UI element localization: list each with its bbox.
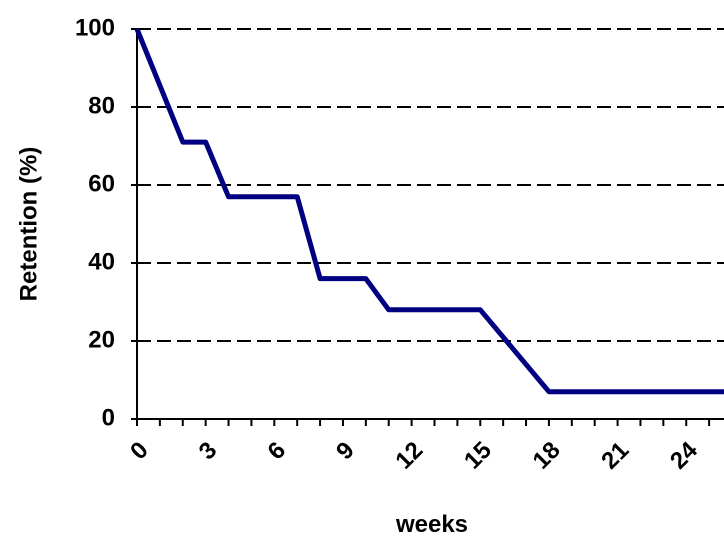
x-tick-label: 6 [262,437,291,466]
x-axis-label: weeks [395,511,468,538]
x-tick-label: 0 [125,437,154,466]
x-tick-label: 24 [665,436,703,474]
y-tick-label: 40 [88,248,115,275]
y-tick-label: 80 [88,92,115,119]
data-line [134,28,724,395]
y-axis-label: Retention (%) [15,147,42,302]
y-tick-label: 0 [102,404,115,431]
x-tick-label: 3 [194,437,223,466]
y-tick-label: 60 [88,170,115,197]
x-tick-label: 15 [459,437,497,475]
x-tick-label: 12 [390,437,428,475]
x-tick-label: 21 [596,437,634,475]
y-tick-label: 20 [88,326,115,353]
y-tick-label: 100 [75,14,115,41]
x-tick-label: 9 [331,437,360,466]
x-tick-label: 18 [528,437,566,475]
